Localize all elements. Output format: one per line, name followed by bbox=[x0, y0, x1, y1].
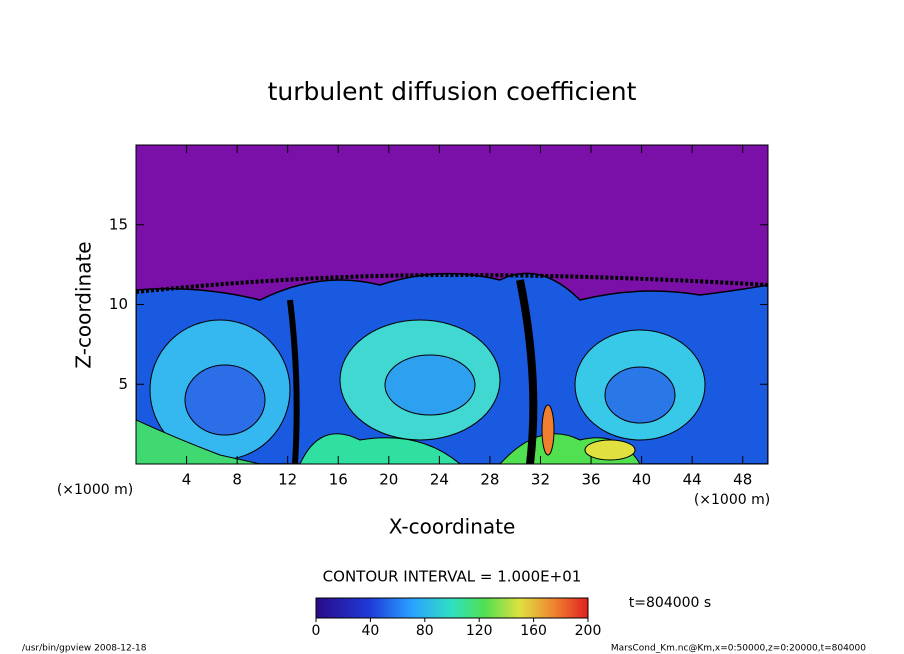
contour-interval: CONTOUR INTERVAL = 1.000E+01 bbox=[323, 568, 582, 586]
colorbar-tick-label: 40 bbox=[361, 623, 379, 639]
y-axis-label: Z-coordinate bbox=[72, 241, 96, 368]
y-tick-label: 5 bbox=[118, 375, 128, 393]
x-tick-label: 40 bbox=[632, 471, 651, 489]
colorbar bbox=[315, 597, 589, 619]
colorbar-tick-label: 160 bbox=[520, 623, 547, 639]
x-tick-label: 36 bbox=[581, 471, 600, 489]
x-tick-label: 20 bbox=[379, 471, 398, 489]
x-tick-label: 16 bbox=[329, 471, 348, 489]
x-tick-label: 12 bbox=[278, 471, 297, 489]
footer-right: MarsCond_Km.nc@Km,x=0:50000,z=0:20000,t=… bbox=[611, 644, 866, 654]
x-unit: (×1000 m) bbox=[694, 492, 770, 508]
y-tick-label: 10 bbox=[109, 295, 128, 313]
chart-title: turbulent diffusion coefficient bbox=[268, 77, 637, 106]
x-tick-label: 48 bbox=[733, 471, 752, 489]
colorbar-tick-label: 120 bbox=[466, 623, 493, 639]
x-tick-label: 44 bbox=[683, 471, 702, 489]
contour-field bbox=[136, 145, 768, 464]
footer-left: /usr/bin/gpview 2008-12-18 bbox=[22, 644, 147, 654]
colorbar-tick-label: 80 bbox=[416, 623, 434, 639]
time-label: t=804000 s bbox=[629, 595, 711, 611]
colorbar-tick-label: 200 bbox=[575, 623, 602, 639]
x-tick-label: 8 bbox=[232, 471, 242, 489]
colorbar-tick-label: 0 bbox=[312, 623, 321, 639]
x-tick-label: 28 bbox=[480, 471, 499, 489]
x-unit: (×1000 m) bbox=[57, 482, 133, 498]
x-tick-label: 32 bbox=[531, 471, 550, 489]
x-tick-label: 24 bbox=[430, 471, 449, 489]
x-axis-label: X-coordinate bbox=[389, 515, 516, 539]
y-tick-label: 15 bbox=[109, 215, 128, 233]
x-tick-label: 4 bbox=[182, 471, 192, 489]
